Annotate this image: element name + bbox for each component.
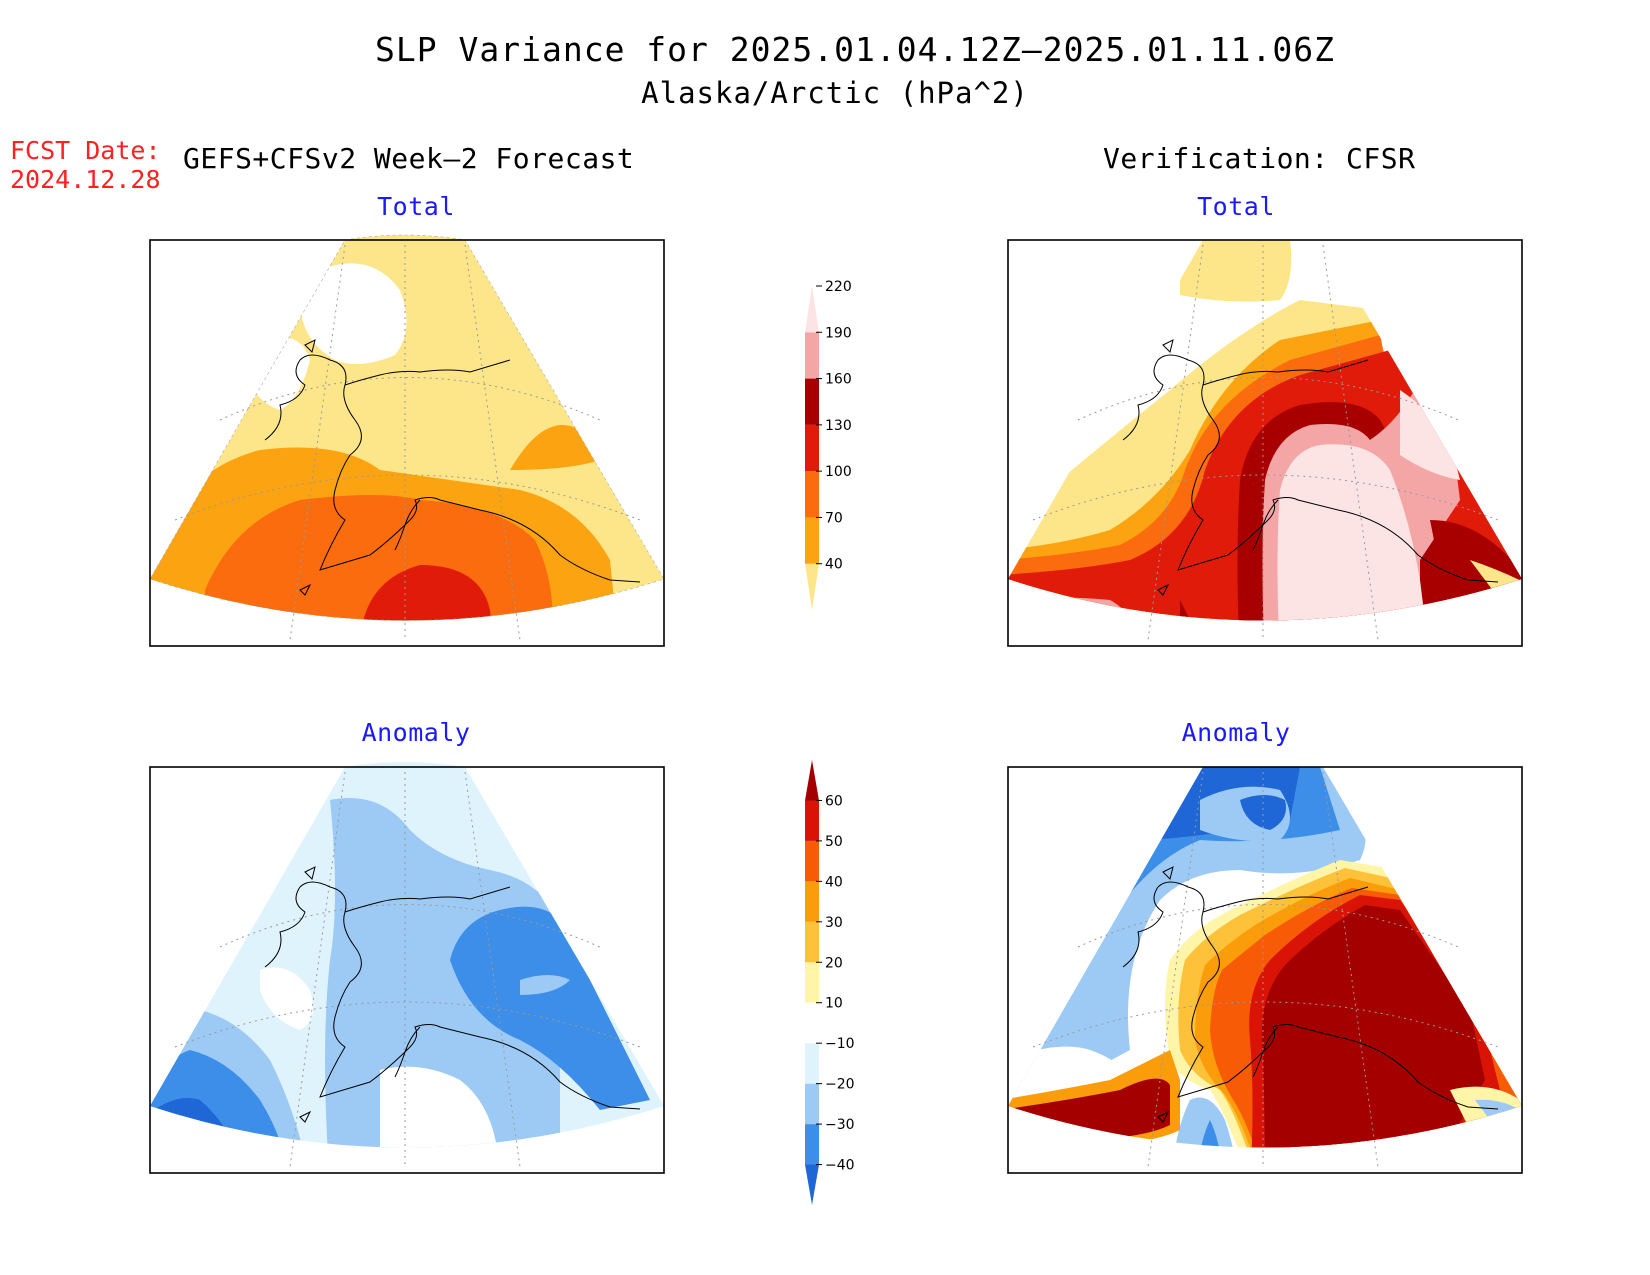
colorbar-segment (805, 1124, 819, 1165)
colorbar-segment (805, 840, 819, 882)
colorbar-tick-label: −30 (825, 1117, 855, 1133)
colorbar-tick-label: 30 (825, 915, 843, 931)
colorbar-segment (805, 760, 819, 801)
colorbar-tick-label: 10 (825, 996, 843, 1012)
colorbar-tick-label: 70 (825, 510, 843, 526)
colorbar-tick-label: −10 (825, 1036, 855, 1052)
map-forecast-total (149, 234, 665, 647)
colorbar-tick-label: 100 (825, 464, 852, 480)
colorbar-segment (805, 332, 819, 379)
map-verification-anomaly (1007, 762, 1523, 1174)
colorbar-segment (805, 800, 819, 841)
colorbar-tick-label: −20 (825, 1077, 855, 1093)
colorbar-tick-label: 50 (825, 834, 843, 850)
colorbar-segment (805, 471, 819, 518)
verification-heading: Verification: CFSR (1103, 142, 1416, 175)
fcst-date: 2024.12.28 (10, 165, 161, 194)
colorbar-segment (805, 1164, 819, 1205)
colorbar-tick-label: 220 (825, 279, 852, 295)
colorbar-total: 40 70 100 130 160 190 220 (805, 279, 852, 610)
colorbar-segment (805, 962, 819, 1003)
colorbar-tick-label: −40 (825, 1158, 855, 1174)
colorbar-segment (805, 1043, 819, 1084)
colorbar-tick-label: 60 (825, 793, 843, 809)
panel-title-forecast-total: Total (377, 192, 455, 221)
colorbar-tick-label: 40 (825, 874, 843, 890)
map-verification-total (1007, 235, 1523, 647)
colorbar-segment (805, 378, 819, 425)
panel-title-verification-anomaly: Anomaly (1181, 718, 1291, 747)
colorbar-segment (805, 1002, 819, 1044)
colorbar-tick-label: 20 (825, 955, 843, 971)
fcst-date-block: FCST Date: 2024.12.28 (10, 136, 161, 194)
fcst-label: FCST Date: (10, 136, 161, 165)
main-subtitle: Alaska/Arctic (hPa^2) (641, 76, 1029, 110)
colorbar-segment (805, 881, 819, 922)
main-title: SLP Variance for 2025.01.04.12Z–2025.01.… (375, 30, 1335, 69)
colorbar-segment (805, 921, 819, 963)
panel-title-verification-total: Total (1197, 192, 1275, 221)
colorbar-segment (805, 424, 819, 472)
map-forecast-anomaly (149, 762, 665, 1174)
panel-title-forecast-anomaly: Anomaly (361, 718, 471, 747)
colorbar-segment (805, 286, 819, 333)
colorbar-segment (805, 1083, 819, 1125)
colorbar-segment (805, 563, 819, 610)
colorbar-segment (805, 517, 819, 564)
colorbar-anomaly: −40 −30 −20 −10 10 20 30 40 50 60 (805, 760, 855, 1205)
colorbar-tick-label: 160 (825, 372, 852, 388)
colorbar-tick-label: 190 (825, 325, 852, 341)
colorbar-tick-label: 130 (825, 418, 852, 434)
forecast-heading: GEFS+CFSv2 Week–2 Forecast (183, 142, 635, 175)
colorbar-tick-label: 40 (825, 557, 843, 573)
